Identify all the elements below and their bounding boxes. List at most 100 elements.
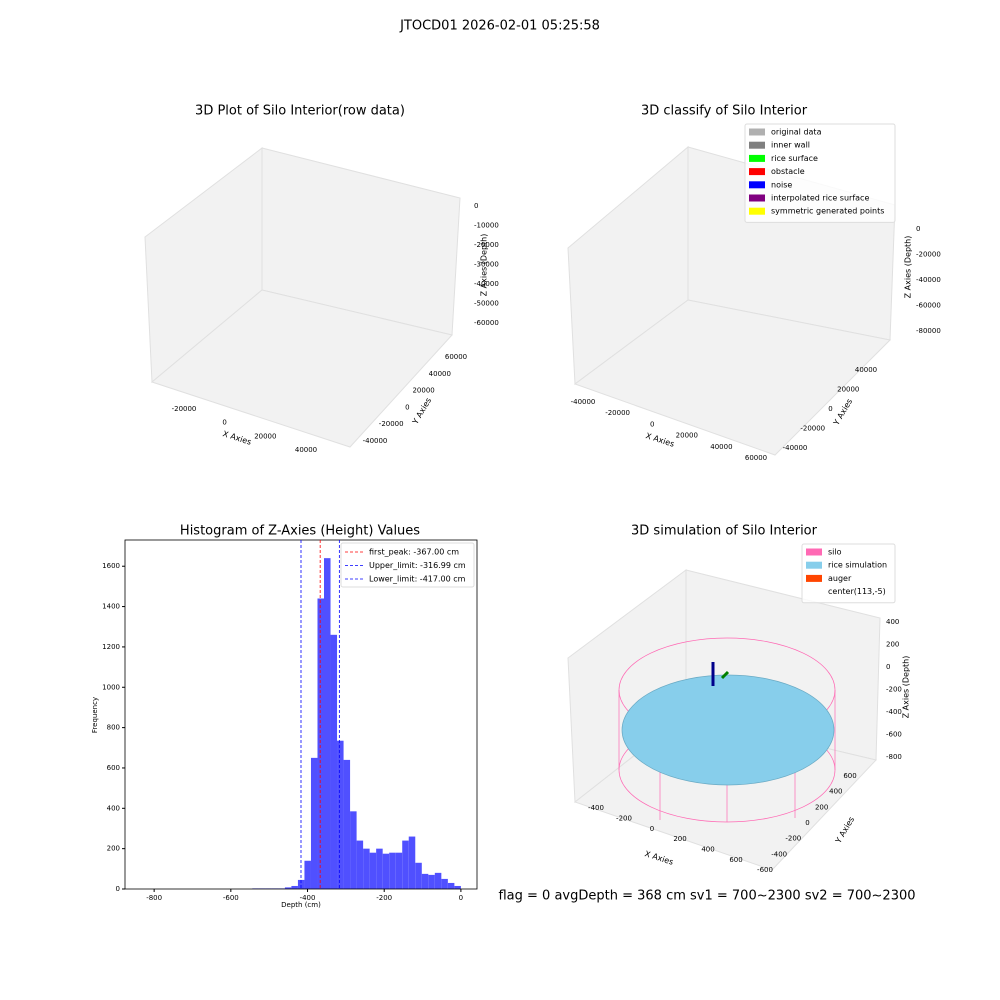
- y-tick-label: 400: [107, 804, 120, 812]
- x-tick-label: 0: [650, 420, 654, 428]
- y-tick-label: 0: [405, 403, 409, 411]
- legend-swatch: [749, 207, 765, 215]
- x-tick-label: 600: [729, 856, 742, 864]
- z-tick-label: -600: [886, 731, 902, 739]
- bar: [284, 887, 292, 889]
- y-axis-label: Y Axies: [831, 397, 854, 427]
- y-axis-label: Y Axies: [833, 815, 856, 845]
- z-tick-label: -800: [886, 753, 902, 761]
- legend-swatch: [806, 548, 822, 556]
- legend-swatch: [749, 154, 765, 162]
- x-tick-label: -200: [616, 814, 632, 822]
- y-tick-label: 200: [815, 803, 828, 811]
- x-axis-label: X Axies: [644, 849, 675, 867]
- bar: [304, 860, 311, 889]
- z-tick-label: -20000: [916, 251, 941, 259]
- bar: [337, 740, 344, 889]
- z-tick-label: -200: [886, 686, 902, 694]
- y-tick-label: 800: [107, 724, 120, 732]
- z-tick-label: -400: [886, 708, 902, 716]
- z-tick-label: -40000: [474, 280, 499, 288]
- z-axis-label: Z Axies (Depth): [902, 656, 911, 719]
- z-tick-label: -10000: [474, 222, 499, 230]
- silo-simulation: [618, 637, 836, 823]
- bar: [454, 885, 461, 889]
- y-tick-label: 60000: [445, 353, 467, 361]
- y-tick-label: 20000: [412, 387, 434, 395]
- x-tick-label: -20000: [605, 409, 630, 417]
- x-axis-label: X Axies: [645, 431, 676, 449]
- y-tick-label: 0: [805, 819, 809, 827]
- y-tick-label: 200: [107, 845, 120, 853]
- y-tick-label: 1400: [102, 603, 120, 611]
- z-tick-label: 0: [474, 202, 478, 210]
- legend-label: rice surface: [771, 154, 818, 163]
- x-tick-label: 20000: [254, 432, 276, 440]
- bar: [382, 853, 390, 889]
- x-tick-label: 0: [650, 825, 654, 833]
- legend-label: Upper_limit: -316.99 cm: [369, 561, 466, 570]
- x-tick-label: 200: [673, 835, 686, 843]
- z-axis-label: Z Axies (Depth): [904, 236, 913, 299]
- legend-box: [744, 123, 896, 223]
- legend-label: center(113,-5): [828, 587, 886, 596]
- bar: [310, 757, 318, 889]
- bar: [317, 598, 325, 889]
- z-tick-label: 0: [916, 225, 920, 233]
- bar: [408, 836, 416, 889]
- y-tick-label: 400: [829, 788, 842, 796]
- z-tick-label: 0: [886, 663, 890, 671]
- legend-swatch: [806, 574, 822, 582]
- panel-title: 3D simulation of Silo Interior: [631, 524, 818, 539]
- x-tick-label: -400: [588, 804, 604, 812]
- bar: [428, 874, 435, 889]
- legend-label: first_peak: -367.00 cm: [369, 548, 459, 557]
- x-tick-label: 40000: [295, 446, 317, 454]
- legend-swatch: [749, 141, 765, 149]
- legend-swatch: [749, 194, 765, 202]
- legend-label: symmetric generated points: [771, 207, 884, 216]
- legend-label: inner wall: [771, 141, 810, 150]
- z-tick-label: -60000: [474, 319, 499, 327]
- x-tick-label: 60000: [745, 454, 767, 462]
- y-tick-label: 1200: [102, 643, 120, 651]
- legend-swatch: [806, 588, 822, 596]
- pane-box: [144, 146, 461, 448]
- bar: [369, 852, 377, 889]
- z-tick-label: -30000: [474, 261, 499, 269]
- bar: [434, 872, 442, 889]
- bar: [324, 558, 331, 889]
- y-tick-label: -40000: [783, 444, 808, 452]
- legend-label: original data: [771, 128, 822, 137]
- x-tick-label: 20000: [676, 432, 698, 440]
- x-tick-label: -600: [223, 894, 239, 902]
- bar: [363, 848, 370, 889]
- x-tick-label: -400: [300, 894, 316, 902]
- y-tick-label: 20000: [837, 386, 859, 394]
- legend-swatch: [806, 561, 822, 569]
- bar: [350, 811, 357, 889]
- y-tick-label: 600: [843, 772, 856, 780]
- x-axis-label: X Axies: [222, 429, 253, 447]
- bar: [402, 840, 409, 889]
- y-tick-label: -200: [785, 835, 801, 843]
- y-tick-label: 600: [107, 764, 120, 772]
- y-tick-label: -20000: [379, 420, 404, 428]
- suptitle: JTOCD01 2026-02-01 05:25:58: [399, 19, 600, 34]
- bar: [421, 873, 429, 889]
- bar: [415, 862, 422, 889]
- legend-label: silo: [828, 548, 842, 557]
- bar: [389, 852, 396, 889]
- bar: [395, 852, 403, 889]
- bar: [330, 634, 338, 889]
- y-tick-label: 1600: [102, 562, 120, 570]
- x-tick-label: 0: [459, 894, 463, 902]
- z-tick-label: 400: [886, 618, 899, 626]
- panel-title: 3D Plot of Silo Interior(row data): [195, 104, 405, 119]
- y-tick-label: -400: [771, 850, 787, 858]
- footer: flag = 0 avgDepth = 368 cm sv1 = 700~230…: [498, 889, 915, 904]
- legend-label: Lower_limit: -417.00 cm: [369, 575, 466, 584]
- x-tick-label: -40000: [571, 398, 596, 406]
- x-tick-label: -800: [146, 894, 162, 902]
